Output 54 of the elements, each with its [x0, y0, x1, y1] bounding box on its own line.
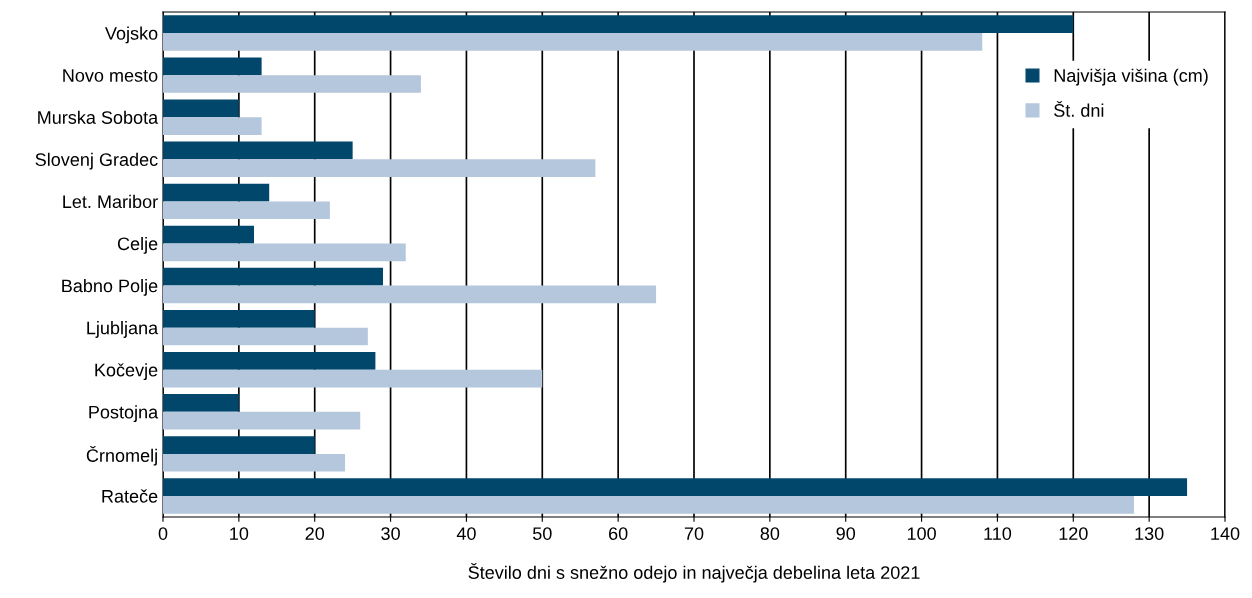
bar — [163, 159, 596, 177]
y-tick-label: Slovenj Gradec — [35, 152, 158, 170]
x-tick-label: 20 — [305, 527, 325, 540]
bar — [163, 243, 406, 262]
y-tick-label: Postojna — [89, 405, 159, 423]
bar — [163, 352, 376, 370]
bar — [163, 478, 1188, 496]
bar — [163, 201, 330, 220]
bar — [163, 99, 239, 118]
bar — [163, 117, 262, 135]
bar — [163, 495, 1134, 514]
bar — [163, 225, 255, 244]
x-tick-label: 110 — [984, 527, 1012, 540]
y-tick-label: Vojsko — [105, 26, 158, 44]
bar — [163, 57, 262, 76]
y-tick-label: Črnomelj — [86, 445, 157, 466]
bar — [163, 285, 657, 304]
bar — [163, 411, 361, 430]
bar — [163, 309, 315, 328]
bar — [163, 436, 315, 454]
bar — [163, 15, 1074, 34]
bar — [163, 33, 983, 51]
bar — [163, 327, 368, 346]
x-tick-label: 40 — [456, 527, 476, 540]
x-tick-label: 140 — [1211, 527, 1240, 540]
x-tick-label: 10 — [230, 527, 249, 540]
legend-label: Št. dni — [1054, 100, 1104, 117]
y-tick-label: Ljubljana — [87, 321, 159, 338]
y-tick-label: Novo mesto — [63, 69, 158, 82]
x-tick-label: 0 — [158, 527, 168, 540]
x-tick-label: 90 — [836, 527, 856, 540]
x-tick-label: 120 — [1059, 527, 1088, 540]
y-tick-label: Murska Sobota — [38, 110, 159, 124]
y-tick-label: Celje — [117, 236, 158, 254]
x-tick-label: 50 — [532, 527, 552, 540]
x-tick-label: 30 — [381, 527, 400, 540]
bar — [163, 183, 270, 202]
bar — [163, 141, 353, 160]
y-tick-label: Kočevje — [95, 363, 158, 381]
x-tick-label: 100 — [907, 527, 936, 540]
x-tick-label: 80 — [760, 527, 780, 540]
x-tick-label: 70 — [684, 527, 704, 540]
bar — [163, 453, 346, 472]
x-axis-title: Število dni s snežno odejo in največja debelina leta 2021 — [468, 563, 920, 583]
legend-label: Najvišja višina (cm) — [1054, 68, 1208, 86]
bar — [163, 267, 383, 286]
y-tick-label: Let. Maribor — [63, 194, 158, 209]
x-tick-label: 60 — [609, 527, 628, 540]
y-tick-label: Rateče — [102, 489, 158, 503]
bar — [163, 394, 239, 412]
bar — [163, 369, 543, 388]
bar — [163, 75, 421, 93]
y-tick-label: Babno Polje — [62, 279, 158, 296]
x-tick-label: 130 — [1135, 527, 1164, 540]
